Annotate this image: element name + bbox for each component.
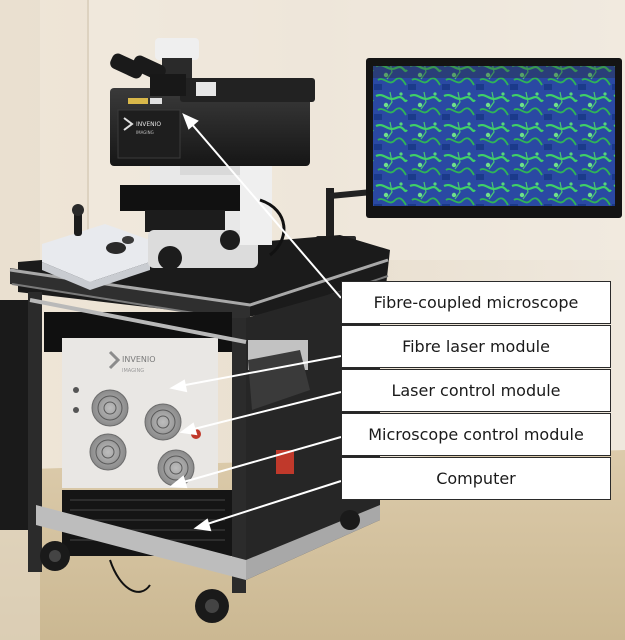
label-laser-control-module: Laser control module <box>341 369 611 412</box>
svg-text:INVENIO: INVENIO <box>122 355 156 364</box>
svg-text:IMAGING: IMAGING <box>122 368 144 374</box>
label-fibre-coupled-microscope: Fibre-coupled microscope <box>341 281 611 324</box>
label-microscope-control-module: Microscope control module <box>341 413 611 456</box>
invenio-logo-rack: INVENIO IMAGING <box>108 350 156 374</box>
label-computer: Computer <box>341 457 611 500</box>
svg-text:IMAGING: IMAGING <box>136 130 154 135</box>
monitor-screen-image <box>373 66 615 206</box>
svg-text:INVENIO: INVENIO <box>136 121 161 128</box>
invenio-logo-small: INVENIO IMAGING <box>123 117 161 135</box>
cooling-fans <box>89 389 195 487</box>
label-fibre-laser-module: Fibre laser module <box>341 325 611 368</box>
cart-wheels <box>40 510 360 623</box>
annotation-arrows <box>169 113 342 532</box>
